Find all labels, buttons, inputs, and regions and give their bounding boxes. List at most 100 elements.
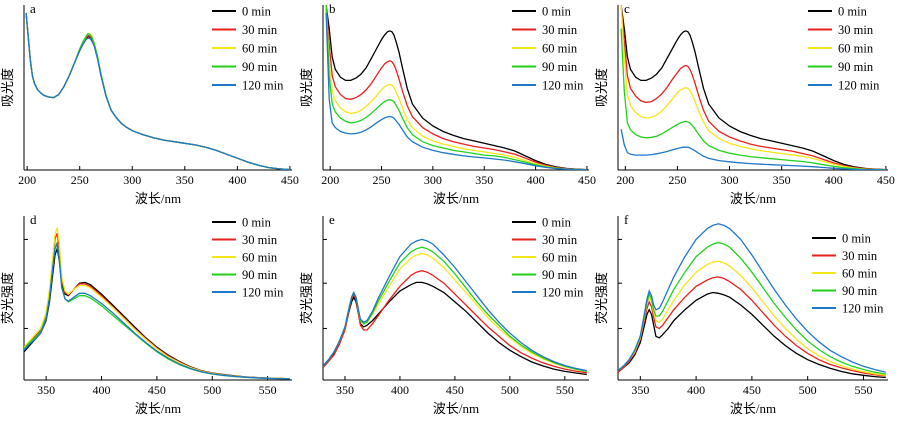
y-axis-label: 吸光度 — [594, 68, 609, 107]
x-tick-label: 400 — [228, 173, 246, 187]
legend-label: 120 min — [242, 286, 284, 300]
panel-label: e — [329, 212, 335, 227]
x-tick-label: 450 — [743, 383, 761, 397]
x-tick-label: 450 — [281, 173, 299, 187]
series-line-b-3 — [325, 4, 587, 170]
legend-label: 90 min — [542, 268, 578, 282]
legend-label: 120 min — [542, 286, 584, 300]
panel-label: f — [624, 212, 629, 227]
x-tick-label: 300 — [424, 173, 442, 187]
series-line-a-4 — [25, 12, 290, 170]
x-tick-label: 300 — [721, 173, 739, 187]
legend-label: 30 min — [542, 23, 578, 37]
x-tick-label: 450 — [446, 383, 464, 397]
legend-label: 30 min — [242, 233, 278, 247]
legend-label: 0 min — [542, 5, 572, 19]
series-line-c-2 — [620, 4, 886, 170]
legend-label: 0 min — [542, 216, 572, 230]
legend-label: 60 min — [842, 267, 878, 281]
x-tick-label: 500 — [501, 383, 519, 397]
x-tick-label: 350 — [475, 173, 493, 187]
panel-label: a — [30, 1, 36, 16]
panel-label: d — [30, 212, 37, 227]
x-tick-label: 550 — [556, 383, 574, 397]
y-axis-label: 吸光度 — [299, 68, 314, 107]
panel-label: b — [329, 1, 336, 16]
x-tick-label: 450 — [148, 383, 166, 397]
y-axis-label: 荧光强度 — [299, 272, 314, 324]
legend-label: 120 min — [838, 79, 880, 93]
legend-label: 60 min — [242, 251, 278, 265]
series-line-f-4 — [618, 223, 886, 373]
series-line-e-4 — [323, 238, 587, 372]
x-tick-label: 550 — [854, 383, 872, 397]
x-tick-label: 400 — [93, 383, 111, 397]
x-tick-label: 250 — [373, 173, 391, 187]
legend-label: 90 min — [242, 60, 278, 74]
legend-label: 30 min — [838, 23, 874, 37]
series-line-b-2 — [325, 4, 587, 170]
y-axis-label: 荧光强度 — [594, 272, 609, 324]
x-tick-label: 500 — [799, 383, 817, 397]
x-tick-label: 200 — [321, 173, 339, 187]
series-line-c-0 — [620, 4, 886, 170]
series-line-e-3 — [323, 246, 587, 372]
series-line-f-0 — [618, 291, 886, 379]
panel-label: c — [624, 1, 630, 16]
x-tick-label: 200 — [18, 173, 36, 187]
panel-f: 350 400 450 500 550 波长/nm 荧光强度 f 0 min 30 min 60 m… — [594, 212, 888, 416]
series-line-b-1 — [325, 4, 587, 170]
legend-label: 60 min — [838, 42, 874, 56]
panel-e: 350 400 450 500 550 波长/nm 荧光强度 e 0 min 30 min 60 m… — [299, 212, 589, 416]
x-tick-label: 400 — [391, 383, 409, 397]
y-axis-label: 吸光度 — [0, 68, 15, 107]
x-axis-label: 波长/nm — [730, 401, 776, 416]
legend-label: 120 min — [242, 79, 284, 93]
x-tick-label: 350 — [631, 383, 649, 397]
legend-label: 90 min — [242, 268, 278, 282]
legend-label: 30 min — [542, 233, 578, 247]
series-line-c-1 — [620, 4, 886, 170]
legend-label: 90 min — [542, 60, 578, 74]
legend-label: 60 min — [542, 251, 578, 265]
panel-a: 200 250 300 350 400 450 波长/nm 吸光度 a 0 min 30 min 60… — [0, 1, 299, 206]
panel-d: 350 400 450 500 550 波长/nm 荧光强度 d 0 min 30 min 60 m… — [0, 212, 292, 416]
legend-label: 0 min — [242, 216, 272, 230]
panel-c: 200 250 300 350 400 450 波长/nm 吸光度 c 0 min 30 min 60… — [594, 1, 895, 206]
legend-label: 90 min — [842, 284, 878, 298]
series-line-b-0 — [325, 4, 587, 170]
x-tick-label: 550 — [259, 383, 277, 397]
legend-label: 60 min — [242, 42, 278, 56]
x-tick-label: 250 — [71, 173, 89, 187]
legend-label: 60 min — [542, 42, 578, 56]
x-tick-label: 400 — [527, 173, 545, 187]
x-tick-label: 350 — [37, 383, 55, 397]
x-tick-label: 350 — [176, 173, 194, 187]
x-axis-label: 波长/nm — [135, 401, 181, 416]
x-tick-label: 500 — [203, 383, 221, 397]
legend-label: 120 min — [842, 302, 884, 316]
series-line-f-1 — [618, 276, 886, 377]
x-tick-label: 250 — [668, 173, 686, 187]
legend-label: 120 min — [542, 79, 584, 93]
series-line-c-3 — [620, 28, 886, 170]
x-axis-label: 波长/nm — [135, 191, 181, 206]
x-axis-label: 波长/nm — [433, 401, 479, 416]
legend-label: 30 min — [242, 23, 278, 37]
legend-label: 90 min — [838, 60, 874, 74]
series-line-b-4 — [325, 12, 587, 170]
legend-label: 0 min — [838, 5, 868, 19]
x-axis-label: 波长/nm — [433, 191, 479, 206]
panel-b: 200 250 300 350 400 450 波长/nm 吸光度 b 0 min 30 min 60… — [299, 1, 596, 206]
x-tick-label: 300 — [123, 173, 141, 187]
x-tick-label: 350 — [773, 173, 791, 187]
x-tick-label: 200 — [616, 173, 634, 187]
x-tick-label: 350 — [336, 383, 354, 397]
x-axis-label: 波长/nm — [730, 191, 776, 206]
x-tick-label: 400 — [825, 173, 843, 187]
x-tick-label: 400 — [687, 383, 705, 397]
series-line-c-4 — [620, 128, 886, 170]
x-tick-label: 450 — [877, 173, 895, 187]
legend-label: 0 min — [242, 5, 272, 19]
